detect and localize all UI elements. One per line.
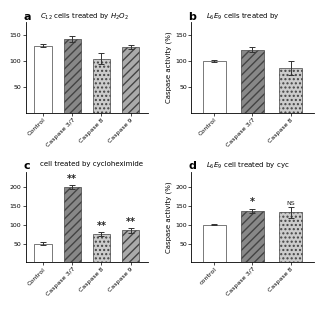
Text: d: d	[188, 161, 196, 171]
Bar	[34, 244, 52, 262]
Y-axis label: Caspase activity (%): Caspase activity (%)	[166, 32, 172, 103]
Text: b: b	[188, 12, 196, 21]
Text: **: **	[67, 173, 77, 184]
Bar	[241, 50, 264, 113]
Text: a: a	[23, 12, 31, 21]
Text: **: **	[126, 217, 136, 227]
Text: **: **	[96, 221, 107, 231]
Bar	[64, 187, 81, 262]
Bar	[64, 39, 81, 113]
Bar	[203, 61, 226, 113]
Text: $C_{12}$ cells treated by $H_2O_2$: $C_{12}$ cells treated by $H_2O_2$	[40, 12, 129, 22]
Bar	[241, 211, 264, 262]
Bar	[279, 68, 302, 113]
Text: *: *	[250, 197, 255, 207]
Bar	[279, 212, 302, 262]
Bar	[34, 46, 52, 113]
Bar	[203, 225, 226, 262]
Bar	[122, 230, 140, 262]
Bar	[93, 234, 110, 262]
Text: $L_6E_9$ cell treated by cyc: $L_6E_9$ cell treated by cyc	[206, 161, 289, 171]
Bar	[93, 59, 110, 113]
Text: c: c	[23, 161, 30, 171]
Bar	[122, 47, 140, 113]
Text: cell treated by cycloheximide: cell treated by cycloheximide	[40, 161, 143, 167]
Y-axis label: Caspase activity (%): Caspase activity (%)	[166, 181, 172, 253]
Text: $L_6E_9$ cells treated by: $L_6E_9$ cells treated by	[206, 12, 279, 22]
Text: NS: NS	[286, 201, 295, 206]
